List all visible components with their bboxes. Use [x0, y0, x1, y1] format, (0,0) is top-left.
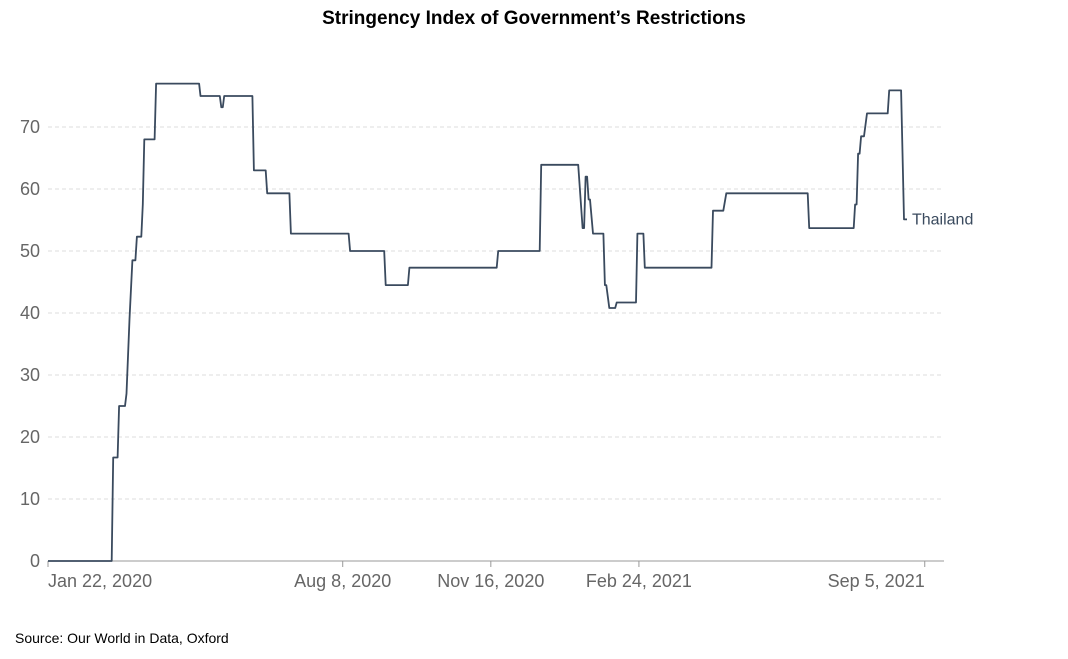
source-note: Source: Our World in Data, Oxford: [15, 630, 229, 646]
x-tick-label: Nov 16, 2020: [437, 571, 544, 591]
y-tick-label: 10: [20, 489, 40, 509]
series-label: Thailand: [912, 211, 973, 228]
y-tick-label: 70: [20, 117, 40, 137]
x-tick-label: Feb 24, 2021: [586, 571, 692, 591]
x-tick-label: Aug 8, 2020: [294, 571, 391, 591]
chart-title: Stringency Index of Government’s Restric…: [322, 8, 746, 29]
x-tick-label: Jan 22, 2020: [48, 571, 152, 591]
y-tick-label: 20: [20, 427, 40, 447]
series-lines: Thailand: [48, 82, 973, 562]
series-line-thailand: [48, 82, 907, 562]
y-tick-label: 30: [20, 365, 40, 385]
y-tick-label: 60: [20, 179, 40, 199]
y-axis-ticks: 0 10 20 30 40 50 60 70: [20, 117, 40, 571]
x-tick-label: Sep 5, 2021: [828, 571, 925, 591]
x-axis: Jan 22, 2020 Aug 8, 2020 Nov 16, 2020 Feb 2…: [47, 560, 944, 591]
y-tick-label: 0: [30, 551, 40, 571]
y-tick-label: 50: [20, 241, 40, 261]
gridlines: [48, 126, 944, 500]
y-tick-label: 40: [20, 303, 40, 323]
